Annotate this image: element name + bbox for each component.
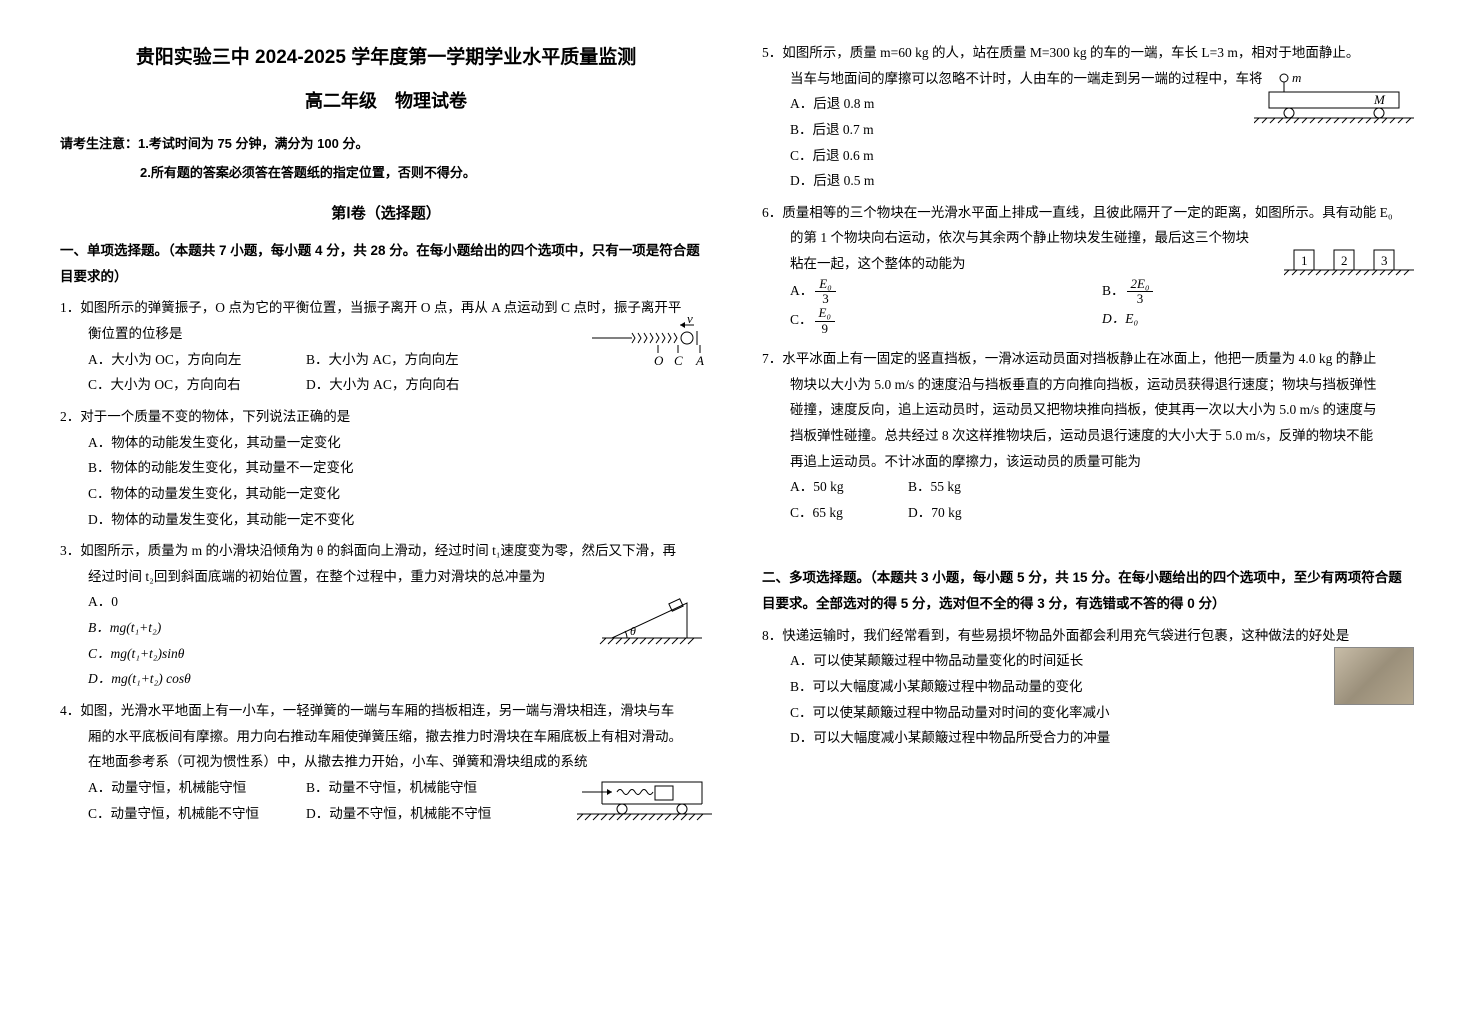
q6-figure: 1 2 3 (1284, 246, 1414, 284)
q4-opt-a: A．动量守恒，机械能守恒 (88, 775, 288, 801)
q7-stem4: 挡板弹性碰撞。总共经过 8 次这样推物块后，运动员退行速度的大小大于 5.0 m… (762, 423, 1414, 449)
q8-opt-d: D．可以大幅度减小某颠簸过程中物品所受合力的冲量 (790, 725, 1414, 751)
q1-label-v: v (687, 313, 693, 326)
part1-head: 第Ⅰ卷（选择题） (60, 200, 712, 229)
q7-stem2: 物块以大小为 5.0 m/s 的速度沿与挡板垂直的方向推向挡板，运动员获得退行速… (762, 372, 1414, 398)
question-6: 6．质量相等的三个物块在一光滑水平面上排成一直线，且彼此隔开了一定的距离，如图所… (762, 200, 1414, 336)
q2-opt-a: A．物体的动能发生变化，其动量一定变化 (88, 430, 712, 456)
q7-stem: 7．水平冰面上有一固定的竖直挡板，一滑冰运动员面对挡板静止在冰面上，他把一质量为… (762, 346, 1414, 372)
q5-opt-c: C．后退 0.6 m (790, 143, 1414, 169)
q4-stem2: 厢的水平底板间有摩擦。用力向右推动车厢使弹簧压缩，撤去推力时滑块在车厢底板上有相… (60, 724, 712, 750)
q7-opt-a: A．50 kg (790, 474, 890, 500)
svg-text:1: 1 (1301, 253, 1308, 268)
q7-options: A．50 kg B．55 kg C．65 kg D．70 kg (762, 474, 1414, 525)
svg-text:A: A (695, 353, 704, 368)
q6-opt-a: A．E₀3 (790, 277, 1102, 307)
q1-opt-c: C．大小为 OC，方向向右 (88, 372, 288, 398)
q5-opt-d: D．后退 0.5 m (790, 168, 1414, 194)
q6-opt-d: D．E₀ (1102, 306, 1414, 332)
q4-opt-c: C．动量守恒，机械能不守恒 (88, 801, 288, 827)
question-5: 5．如图所示，质量 m=60 kg 的人，站在质量 M=300 kg 的车的一端… (762, 40, 1414, 194)
q5-figure: m M (1254, 70, 1414, 128)
right-page: 5．如图所示，质量 m=60 kg 的人，站在质量 M=300 kg 的车的一端… (762, 40, 1414, 981)
q2-opt-b: B．物体的动能发生变化，其动量不一定变化 (88, 455, 712, 481)
question-7: 7．水平冰面上有一固定的竖直挡板，一滑冰运动员面对挡板静止在冰面上，他把一质量为… (762, 346, 1414, 525)
svg-text:θ: θ (630, 624, 636, 638)
q7-opt-d: D．70 kg (908, 500, 1008, 526)
notice-1: 请考生注意：1.考试时间为 75 分钟，满分为 100 分。 (60, 132, 712, 157)
section2-instr: 二、多项选择题。（本题共 3 小题，每小题 5 分，共 15 分。在每小题给出的… (762, 565, 1414, 616)
q7-stem5: 再追上运动员。不计冰面的摩擦力，该运动员的质量可能为 (762, 449, 1414, 475)
notice-2: 2.所有题的答案必须答在答题纸的指定位置，否则不得分。 (60, 161, 712, 186)
question-1: 1．如图所示的弹簧振子，O 点为它的平衡位置，当振子离开 O 点，再从 A 点运… (60, 295, 712, 398)
q8-opt-c: C．可以使某颠簸过程中物品动量对时间的变化率减小 (790, 700, 1414, 726)
question-3: 3．如图所示，质量为 m 的小滑块沿倾角为 θ 的斜面向上滑动，经过时间 t₁速… (60, 538, 712, 692)
q4-stem: 4．如图，光滑水平地面上有一小车，一轻弹簧的一端与车厢的挡板相连，另一端与滑块相… (60, 698, 712, 724)
q2-opt-d: D．物体的动量发生变化，其动能一定不变化 (88, 507, 712, 533)
q8-options: A．可以使某颠簸过程中物品动量变化的时间延长 B．可以大幅度减小某颠簸过程中物品… (762, 648, 1414, 751)
svg-text:2: 2 (1341, 253, 1348, 268)
q4-opt-b: B．动量不守恒，机械能守恒 (306, 775, 506, 801)
q2-opt-c: C．物体的动量发生变化，其动能一定变化 (88, 481, 712, 507)
q6-opt-c: C．E₀9 (790, 306, 1102, 336)
q6-stem: 6．质量相等的三个物块在一光滑水平面上排成一直线，且彼此隔开了一定的距离，如图所… (762, 200, 1414, 226)
q5-stem: 5．如图所示，质量 m=60 kg 的人，站在质量 M=300 kg 的车的一端… (762, 40, 1414, 66)
q1-opt-b: B．大小为 AC，方向向左 (306, 347, 506, 373)
q1-opt-a: A．大小为 OC，方向向左 (88, 347, 288, 373)
q3-stem: 3．如图所示，质量为 m 的小滑块沿倾角为 θ 的斜面向上滑动，经过时间 t₁速… (60, 538, 712, 564)
q7-opt-b: B．55 kg (908, 474, 1008, 500)
question-4: 4．如图，光滑水平地面上有一小车，一轻弹簧的一端与车厢的挡板相连，另一端与滑块相… (60, 698, 712, 826)
question-2: 2．对于一个质量不变的物体，下列说法正确的是 A．物体的动能发生变化，其动量一定… (60, 404, 712, 532)
section1-instr: 一、单项选择题。（本题共 7 小题，每小题 4 分，共 28 分。在每小题给出的… (60, 238, 712, 289)
sub-title: 高二年级 物理试卷 (60, 84, 712, 118)
q3-figure: θ (592, 593, 712, 653)
q3-opt-d: D．mg(t₁+t₂) cosθ (88, 666, 712, 692)
question-8: 8．快递运输时，我们经常看到，有些易损坏物品外面都会利用充气袋进行包裹，这种做法… (762, 623, 1414, 751)
svg-text:O: O (654, 353, 664, 368)
q1-figure: v O C A (592, 313, 712, 368)
q7-stem3: 碰撞，速度反向，追上运动员时，运动员又把物块推向挡板，使其再一次以大小为 5.0… (762, 397, 1414, 423)
q1-opt-d: D．大小为 AC，方向向右 (306, 372, 506, 398)
q8-figure (1334, 647, 1414, 705)
q4-opt-d: D．动量不守恒，机械能不守恒 (306, 801, 506, 827)
left-page: 贵阳实验三中 2024-2025 学年度第一学期学业水平质量监测 高二年级 物理… (60, 40, 712, 981)
svg-text:M: M (1373, 92, 1386, 107)
q8-opt-a: A．可以使某颠簸过程中物品动量变化的时间延长 (790, 648, 1414, 674)
q2-stem: 2．对于一个质量不变的物体，下列说法正确的是 (60, 404, 712, 430)
q8-opt-b: B．可以大幅度减小某颠簸过程中物品动量的变化 (790, 674, 1414, 700)
svg-text:m: m (1292, 70, 1301, 85)
svg-text:3: 3 (1381, 253, 1388, 268)
q3-stem2: 经过时间 t₂回到斜面底端的初始位置，在整个过程中，重力对滑块的总冲量为 (60, 564, 712, 590)
main-title: 贵阳实验三中 2024-2025 学年度第一学期学业水平质量监测 (60, 40, 712, 76)
q7-opt-c: C．65 kg (790, 500, 890, 526)
q4-figure (577, 772, 712, 822)
q6-options: A．E₀3 C．E₀9 B．2E₀3 D．E₀ (762, 277, 1414, 336)
q2-options: A．物体的动能发生变化，其动量一定变化 B．物体的动能发生变化，其动量不一定变化… (60, 430, 712, 533)
q8-stem: 8．快递运输时，我们经常看到，有些易损坏物品外面都会利用充气袋进行包裹，这种做法… (762, 623, 1414, 649)
svg-text:C: C (674, 353, 683, 368)
